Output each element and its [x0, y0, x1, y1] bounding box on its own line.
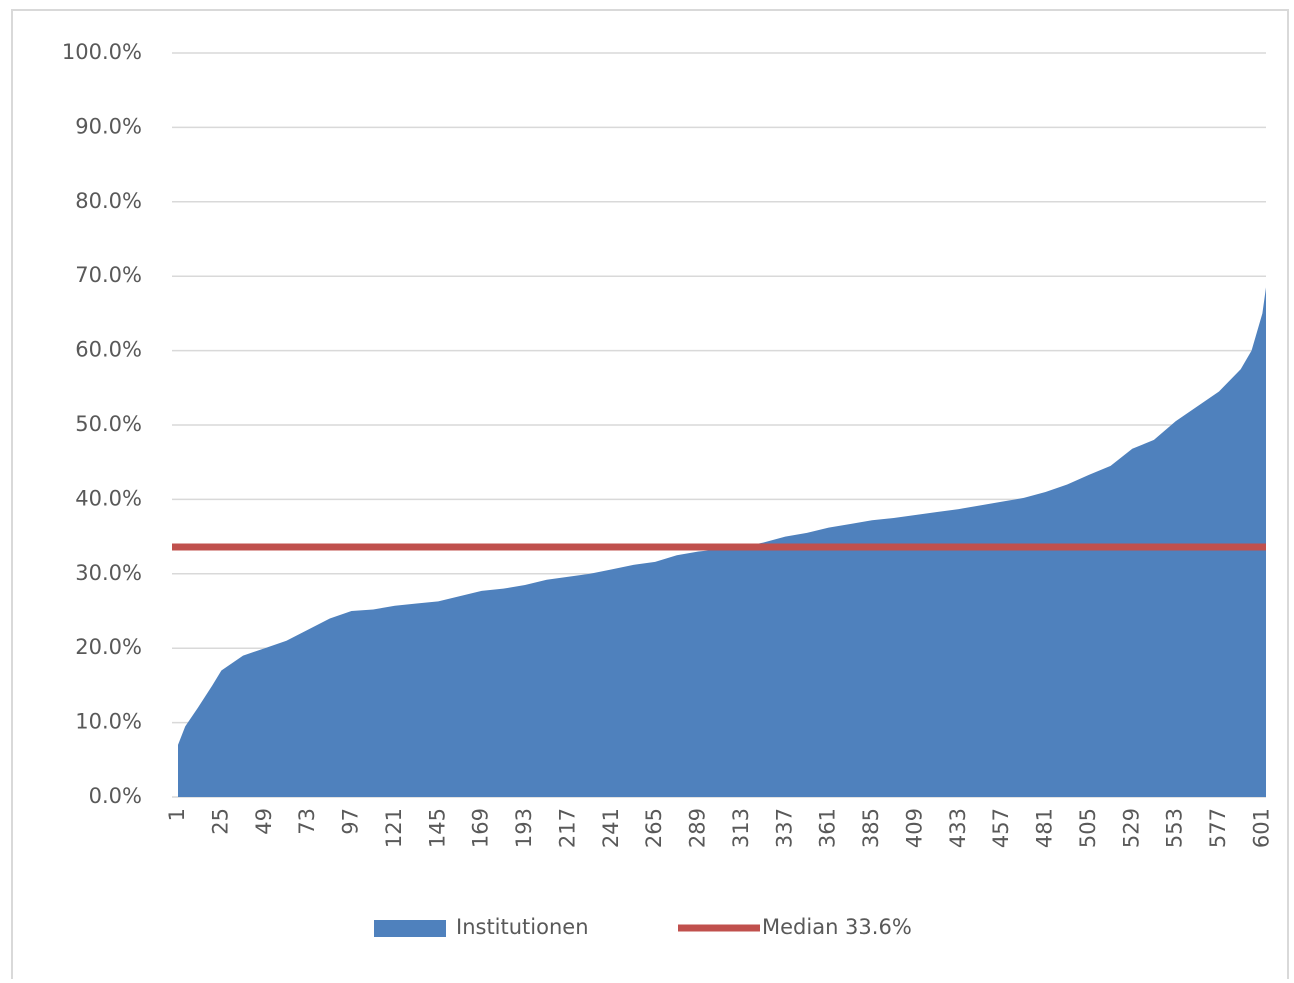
y-tick-label: 10.0%: [75, 710, 142, 734]
legend-label: Median 33.6%: [762, 915, 912, 939]
chart-frame: [11, 9, 1289, 983]
x-tick-label: 169: [469, 808, 493, 848]
legend-label: Institutionen: [456, 915, 589, 939]
y-tick-label: 70.0%: [75, 263, 142, 287]
y-tick-label: 30.0%: [75, 561, 142, 585]
y-tick-label: 60.0%: [75, 338, 142, 362]
x-tick-label: 529: [1119, 808, 1143, 848]
x-tick-label: 433: [946, 808, 970, 848]
x-tick-label: 313: [729, 808, 753, 848]
x-tick-label: 337: [772, 808, 796, 848]
x-tick-label: 193: [512, 808, 536, 848]
x-tick-label: 409: [902, 808, 926, 848]
x-tick-label: 289: [686, 808, 710, 848]
x-tick-label: 265: [642, 808, 666, 848]
x-tick-label: 25: [208, 808, 232, 835]
x-tick-label: 577: [1206, 808, 1230, 848]
x-tick-label: 385: [859, 808, 883, 848]
x-tick-label: 121: [382, 808, 406, 848]
x-tick-label: 457: [989, 808, 1013, 848]
x-tick-label: 361: [816, 808, 840, 848]
x-tick-label: 97: [339, 808, 363, 835]
x-tick-label: 1: [165, 808, 189, 821]
y-tick-label: 80.0%: [75, 189, 142, 213]
x-tick-label: 217: [555, 808, 579, 848]
legend-swatch: [374, 920, 446, 937]
x-tick-label: 481: [1033, 808, 1057, 848]
x-tick-label: 553: [1163, 808, 1187, 848]
x-tick-label: 49: [252, 808, 276, 835]
y-tick-label: 50.0%: [75, 412, 142, 436]
x-tick-label: 505: [1076, 808, 1100, 848]
x-tick-label: 73: [295, 808, 319, 835]
y-tick-label: 20.0%: [75, 635, 142, 659]
y-tick-label: 90.0%: [75, 114, 142, 138]
x-tick-label: 145: [425, 808, 449, 848]
y-tick-label: 40.0%: [75, 486, 142, 510]
y-tick-label: 0.0%: [89, 784, 142, 808]
area: [178, 287, 1266, 797]
y-tick-label: 100.0%: [62, 40, 142, 64]
x-tick-label: 601: [1249, 808, 1273, 848]
x-tick-label: 241: [599, 808, 623, 848]
